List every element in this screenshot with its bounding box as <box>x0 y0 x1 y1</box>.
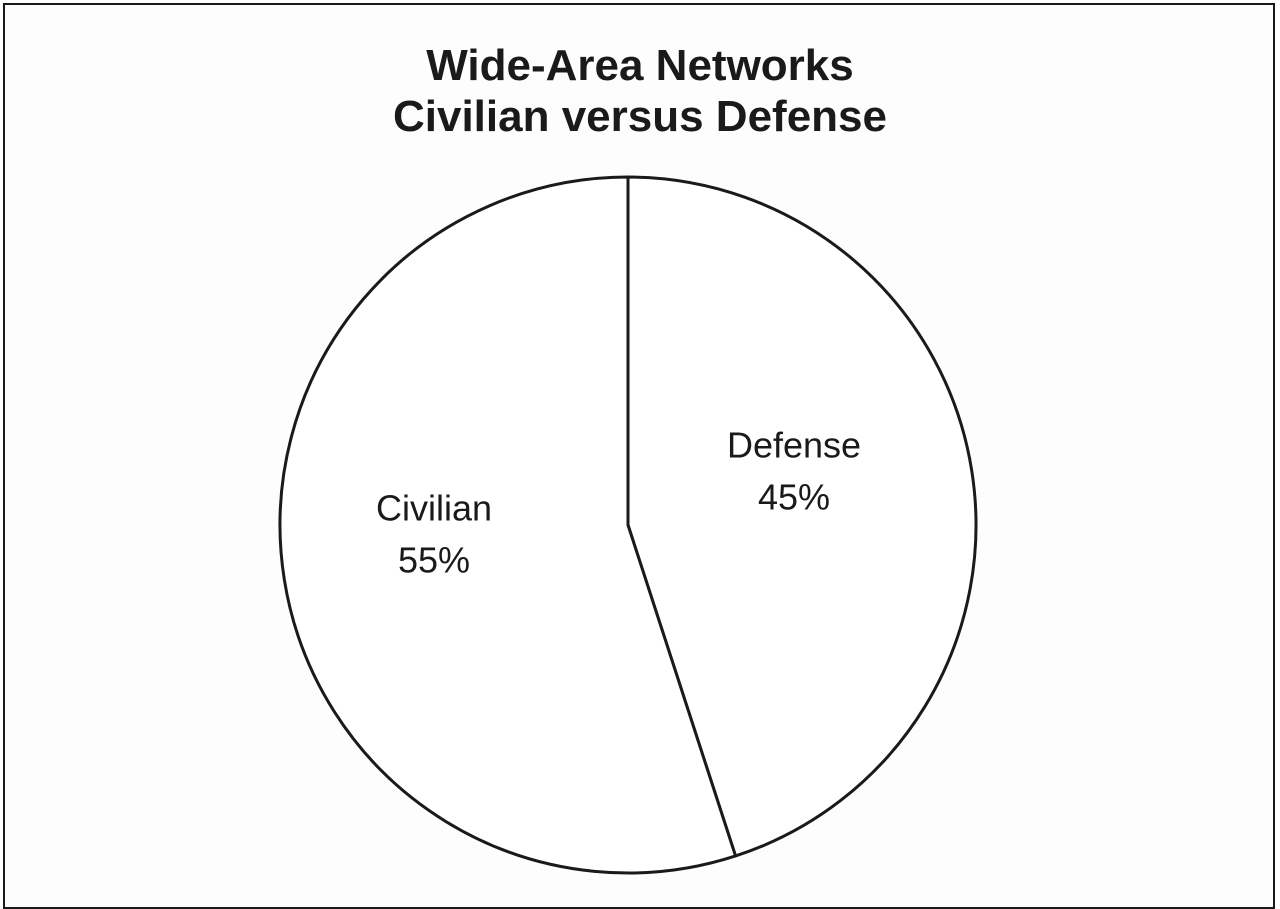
chart-title: Wide-Area Networks <box>426 41 854 90</box>
pie-slice-civilian <box>278 175 738 875</box>
chart-title-block: Wide-Area Networks Civilian versus Defen… <box>0 40 1280 142</box>
slice-label-civilian: Civilian <box>376 488 492 529</box>
pie-slices <box>278 175 978 875</box>
slice-label-defense: Defense <box>727 425 861 466</box>
slice-value-defense: 45% <box>758 477 830 518</box>
slice-value-civilian: 55% <box>398 540 470 581</box>
pie-slice-defense <box>626 175 978 858</box>
chart-subtitle: Civilian versus Defense <box>392 92 887 141</box>
pie-labels: Defense 45% Civilian 55% <box>376 425 861 581</box>
